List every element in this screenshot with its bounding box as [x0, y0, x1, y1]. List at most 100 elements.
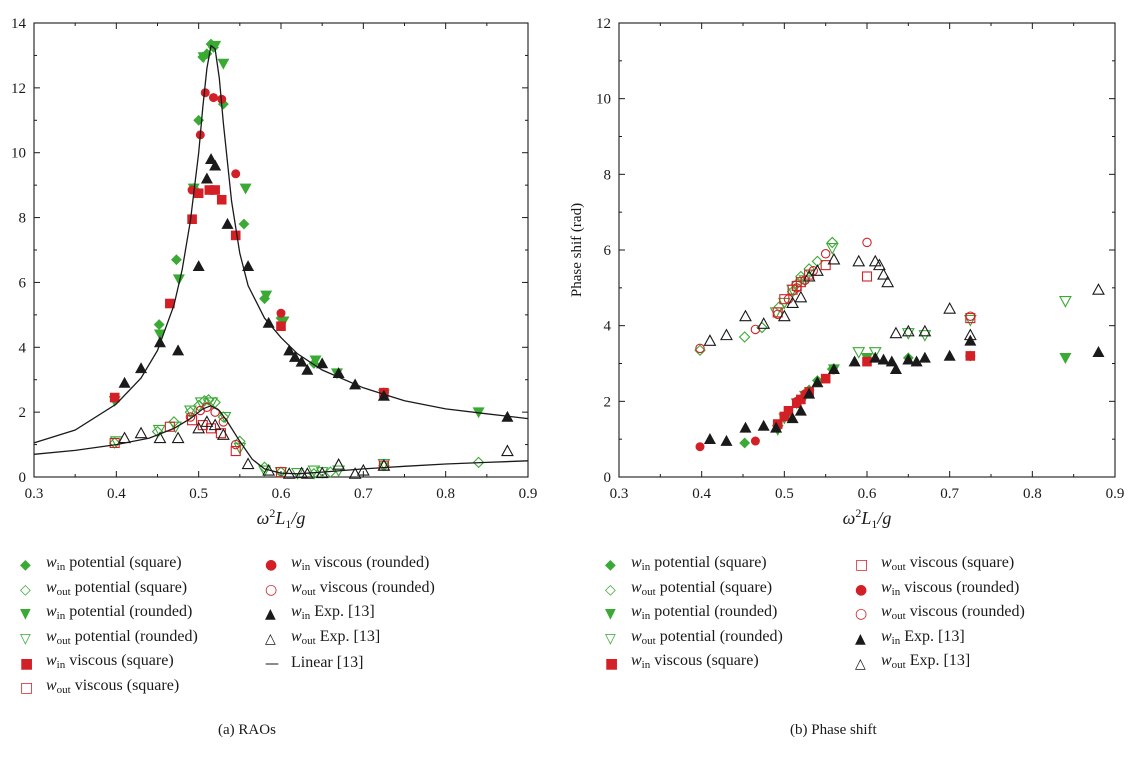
data-point	[756, 321, 768, 334]
data-point	[109, 392, 120, 403]
data-point	[901, 328, 915, 340]
y-tick-label: 4	[604, 319, 612, 335]
data-point	[827, 363, 840, 374]
legend-label: win Exp. [13]	[881, 627, 965, 647]
data-point	[861, 271, 873, 282]
data-point	[171, 431, 185, 444]
y-tick-label: 2	[19, 405, 27, 421]
series-w-out-viscous-square	[109, 415, 389, 478]
legend-item: — Linear [13]	[265, 651, 435, 676]
data-point	[963, 314, 977, 327]
linear-curve	[33, 404, 529, 475]
legend-label: wout potential (square)	[631, 578, 773, 598]
x-tick-label: 0.7	[354, 486, 373, 502]
y-tick-label: 0	[19, 470, 27, 486]
data-point	[230, 439, 241, 450]
legend-marker-icon: ▽	[20, 631, 31, 648]
data-point	[791, 283, 802, 293]
legend-item: ▼ win potential (rounded)	[20, 602, 198, 627]
data-point	[885, 355, 898, 367]
y-tick-label: 2	[604, 394, 612, 410]
legend-marker-icon: ●	[855, 581, 868, 598]
data-point	[238, 218, 250, 230]
legend-item: ▲ win Exp. [13]	[855, 627, 1025, 652]
x-tick-label: 0.3	[610, 486, 629, 502]
data-point	[703, 334, 717, 346]
phase-shift-legend: ◆ win potential (square) ◇ wout potential (…	[605, 553, 1125, 683]
data-point	[316, 357, 329, 369]
legend-marker-icon: ◆	[20, 557, 31, 574]
data-point	[134, 426, 148, 439]
data-point	[295, 355, 308, 367]
data-point	[695, 343, 705, 354]
data-point	[283, 344, 296, 356]
data-point	[750, 324, 761, 335]
data-point	[260, 290, 273, 302]
data-point	[800, 275, 810, 286]
data-point	[230, 230, 241, 241]
legend-item: □ wout viscous (square)	[20, 676, 198, 701]
phase-shift-chart: 0.3 0.4 0.5 0.6 0.7 0.8 0.9 0 2 4 6 8 10 12 ω2L1/g Phas…	[569, 16, 1124, 531]
legend-marker-icon: —	[265, 655, 279, 672]
data-point	[943, 302, 957, 314]
data-point	[739, 309, 752, 322]
legend-label: win potential (rounded)	[46, 603, 193, 623]
data-point	[783, 294, 794, 304]
legend-item: ■ win viscous (square)	[605, 651, 783, 676]
data-point	[862, 237, 872, 248]
data-point	[307, 465, 321, 478]
raos-legend: ◆ win potential (square) ◇ wout potential (…	[20, 553, 540, 703]
data-point	[231, 169, 241, 179]
data-point	[779, 294, 790, 305]
legend-marker-icon: □	[855, 557, 869, 574]
legend-item: ○ wout viscous (rounded)	[265, 578, 435, 603]
legend-marker-icon: ◇	[605, 581, 616, 598]
data-point	[1059, 353, 1072, 364]
data-point	[172, 274, 185, 286]
raos-chart: 0.3 0.4 0.5 0.6 0.7 0.8 0.9 0 2 4 6 8 10 12 14 ω2L1/g	[11, 16, 537, 531]
data-point	[118, 431, 131, 444]
legend-label: wout Exp. [13]	[291, 627, 381, 647]
y-tick-label: 14	[11, 16, 27, 32]
legend-marker-icon: ■	[20, 655, 34, 672]
data-point	[803, 263, 815, 275]
legend-label: win viscous (rounded)	[881, 578, 1020, 598]
data-point	[152, 424, 166, 437]
data-point	[377, 459, 391, 471]
data-point	[205, 153, 218, 164]
data-point	[301, 363, 314, 375]
data-point	[221, 217, 234, 229]
legend-label: wout potential (rounded)	[631, 627, 783, 647]
x-tick-label: 0.4	[692, 486, 711, 502]
data-point	[918, 324, 932, 337]
data-point	[720, 328, 733, 341]
data-point	[1058, 296, 1072, 308]
data-point	[794, 404, 807, 416]
data-point	[356, 463, 370, 476]
data-point	[288, 350, 302, 362]
data-point	[153, 319, 165, 331]
legend-label: wout viscous (rounded)	[291, 578, 435, 598]
data-point	[197, 52, 210, 64]
data-point	[208, 418, 222, 431]
legend-label: Linear [13]	[291, 654, 364, 672]
data-point	[230, 446, 241, 457]
data-point	[910, 355, 923, 367]
data-point	[889, 326, 903, 339]
data-point	[877, 267, 890, 280]
legend-item: ◆ win potential (square)	[20, 553, 198, 578]
x-tick-label: 0.4	[107, 486, 126, 502]
data-point	[241, 457, 255, 470]
data-point	[901, 324, 915, 337]
data-point	[194, 397, 208, 410]
series-w-in-viscous-rounded	[187, 88, 286, 318]
series-w-out-potential-rounded	[109, 397, 391, 480]
x-axis-label: ω2L1/g	[257, 506, 306, 531]
data-point	[200, 172, 213, 184]
legend-item: □ wout viscous (square)	[855, 553, 1025, 578]
series-w-out-exp-13	[703, 252, 1105, 346]
data-point	[217, 58, 230, 70]
x-tick-label: 0.8	[1023, 486, 1042, 502]
y-tick-label: 10	[596, 92, 611, 108]
data-point	[783, 406, 793, 416]
